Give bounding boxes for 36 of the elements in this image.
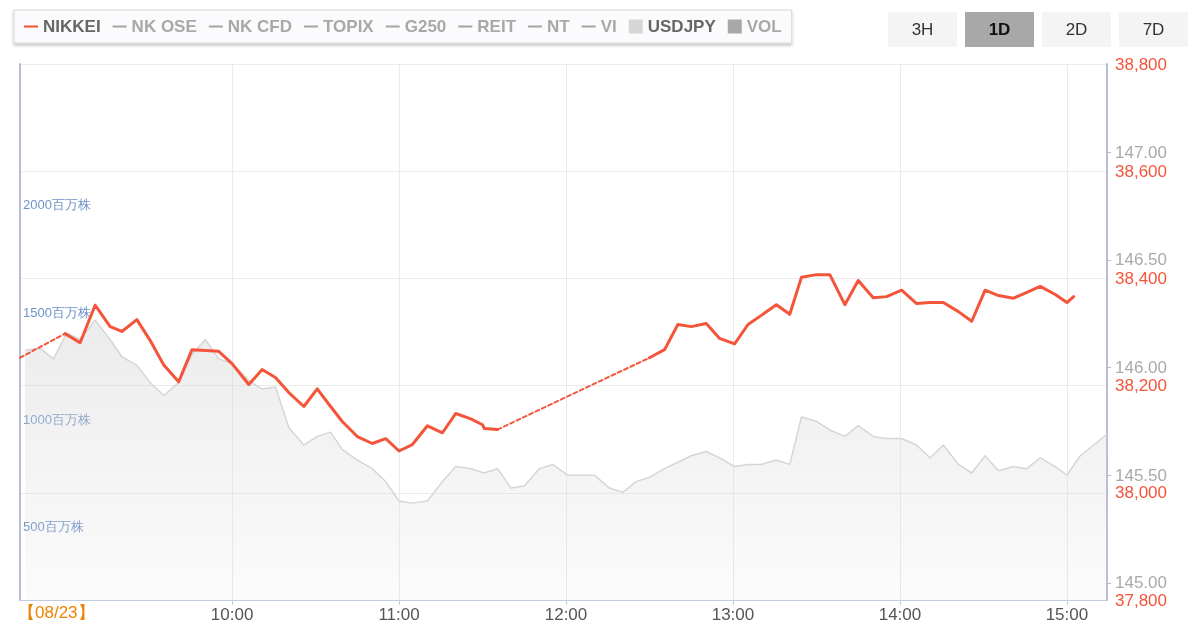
y-tick-label: 38,800 [1115,54,1167,74]
legend-label: VI [600,17,617,36]
y-tick-label: 38,000 [1115,483,1167,503]
range-button[interactable]: 7D [1119,12,1188,47]
legend-label: TOPIX [323,17,375,36]
legend-label: REIT [477,17,517,36]
y3-tick-label: 1000百万株 [23,412,91,428]
legend-label: NK OSE [131,17,197,36]
y-tick-label: 38,600 [1115,161,1167,181]
x-tick-label: 11:00 [378,605,420,624]
y-tick-label: 37,800 [1115,590,1167,610]
x-tick-label: 15:00 [1045,605,1089,624]
y2-tick-label: 146.00 [1115,358,1167,378]
y2-tick-label: 147.00 [1115,142,1167,162]
y2-tick-label: 146.50 [1115,250,1167,270]
y3-tick-label: 2000百万株 [23,197,91,213]
text: 【08/23】 [18,603,95,622]
legend-label: NK CFD [227,17,293,36]
legend-label: USDJPY [647,17,717,36]
x-tick-label: 10:00 [210,605,254,624]
range-button[interactable]: 2D [1042,12,1111,47]
legend-label: NIKKEI [43,17,101,36]
y3-tick-label: 500百万株 [23,519,84,535]
range-button[interactable]: 1D [965,12,1034,47]
y2-tick-label: 145.00 [1115,573,1167,593]
range-button[interactable]: 3H [888,12,957,47]
y-tick-label: 38,400 [1115,268,1167,288]
y-tick-label: 38,200 [1115,376,1167,396]
legend-label: NT [547,17,571,36]
y3-tick-label: 1500百万株 [23,304,91,320]
x-tick-label: 13:00 [711,605,755,624]
y2-tick-label: 145.50 [1115,465,1167,485]
x-tick-label: 12:00 [544,605,588,624]
legend-label: VOL [746,17,782,36]
legend-label: G250 [404,17,447,36]
x-tick-label: 14:00 [878,605,922,624]
